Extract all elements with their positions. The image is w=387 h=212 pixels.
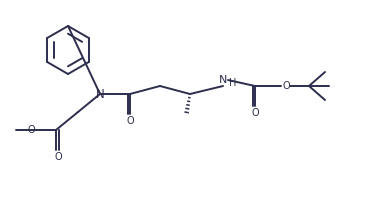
- Text: N: N: [219, 75, 227, 85]
- Text: N: N: [96, 88, 104, 100]
- Text: H: H: [229, 78, 236, 88]
- Text: O: O: [126, 116, 134, 126]
- Text: O: O: [27, 125, 35, 135]
- Text: O: O: [282, 81, 290, 91]
- Text: O: O: [251, 108, 259, 118]
- Text: O: O: [54, 152, 62, 162]
